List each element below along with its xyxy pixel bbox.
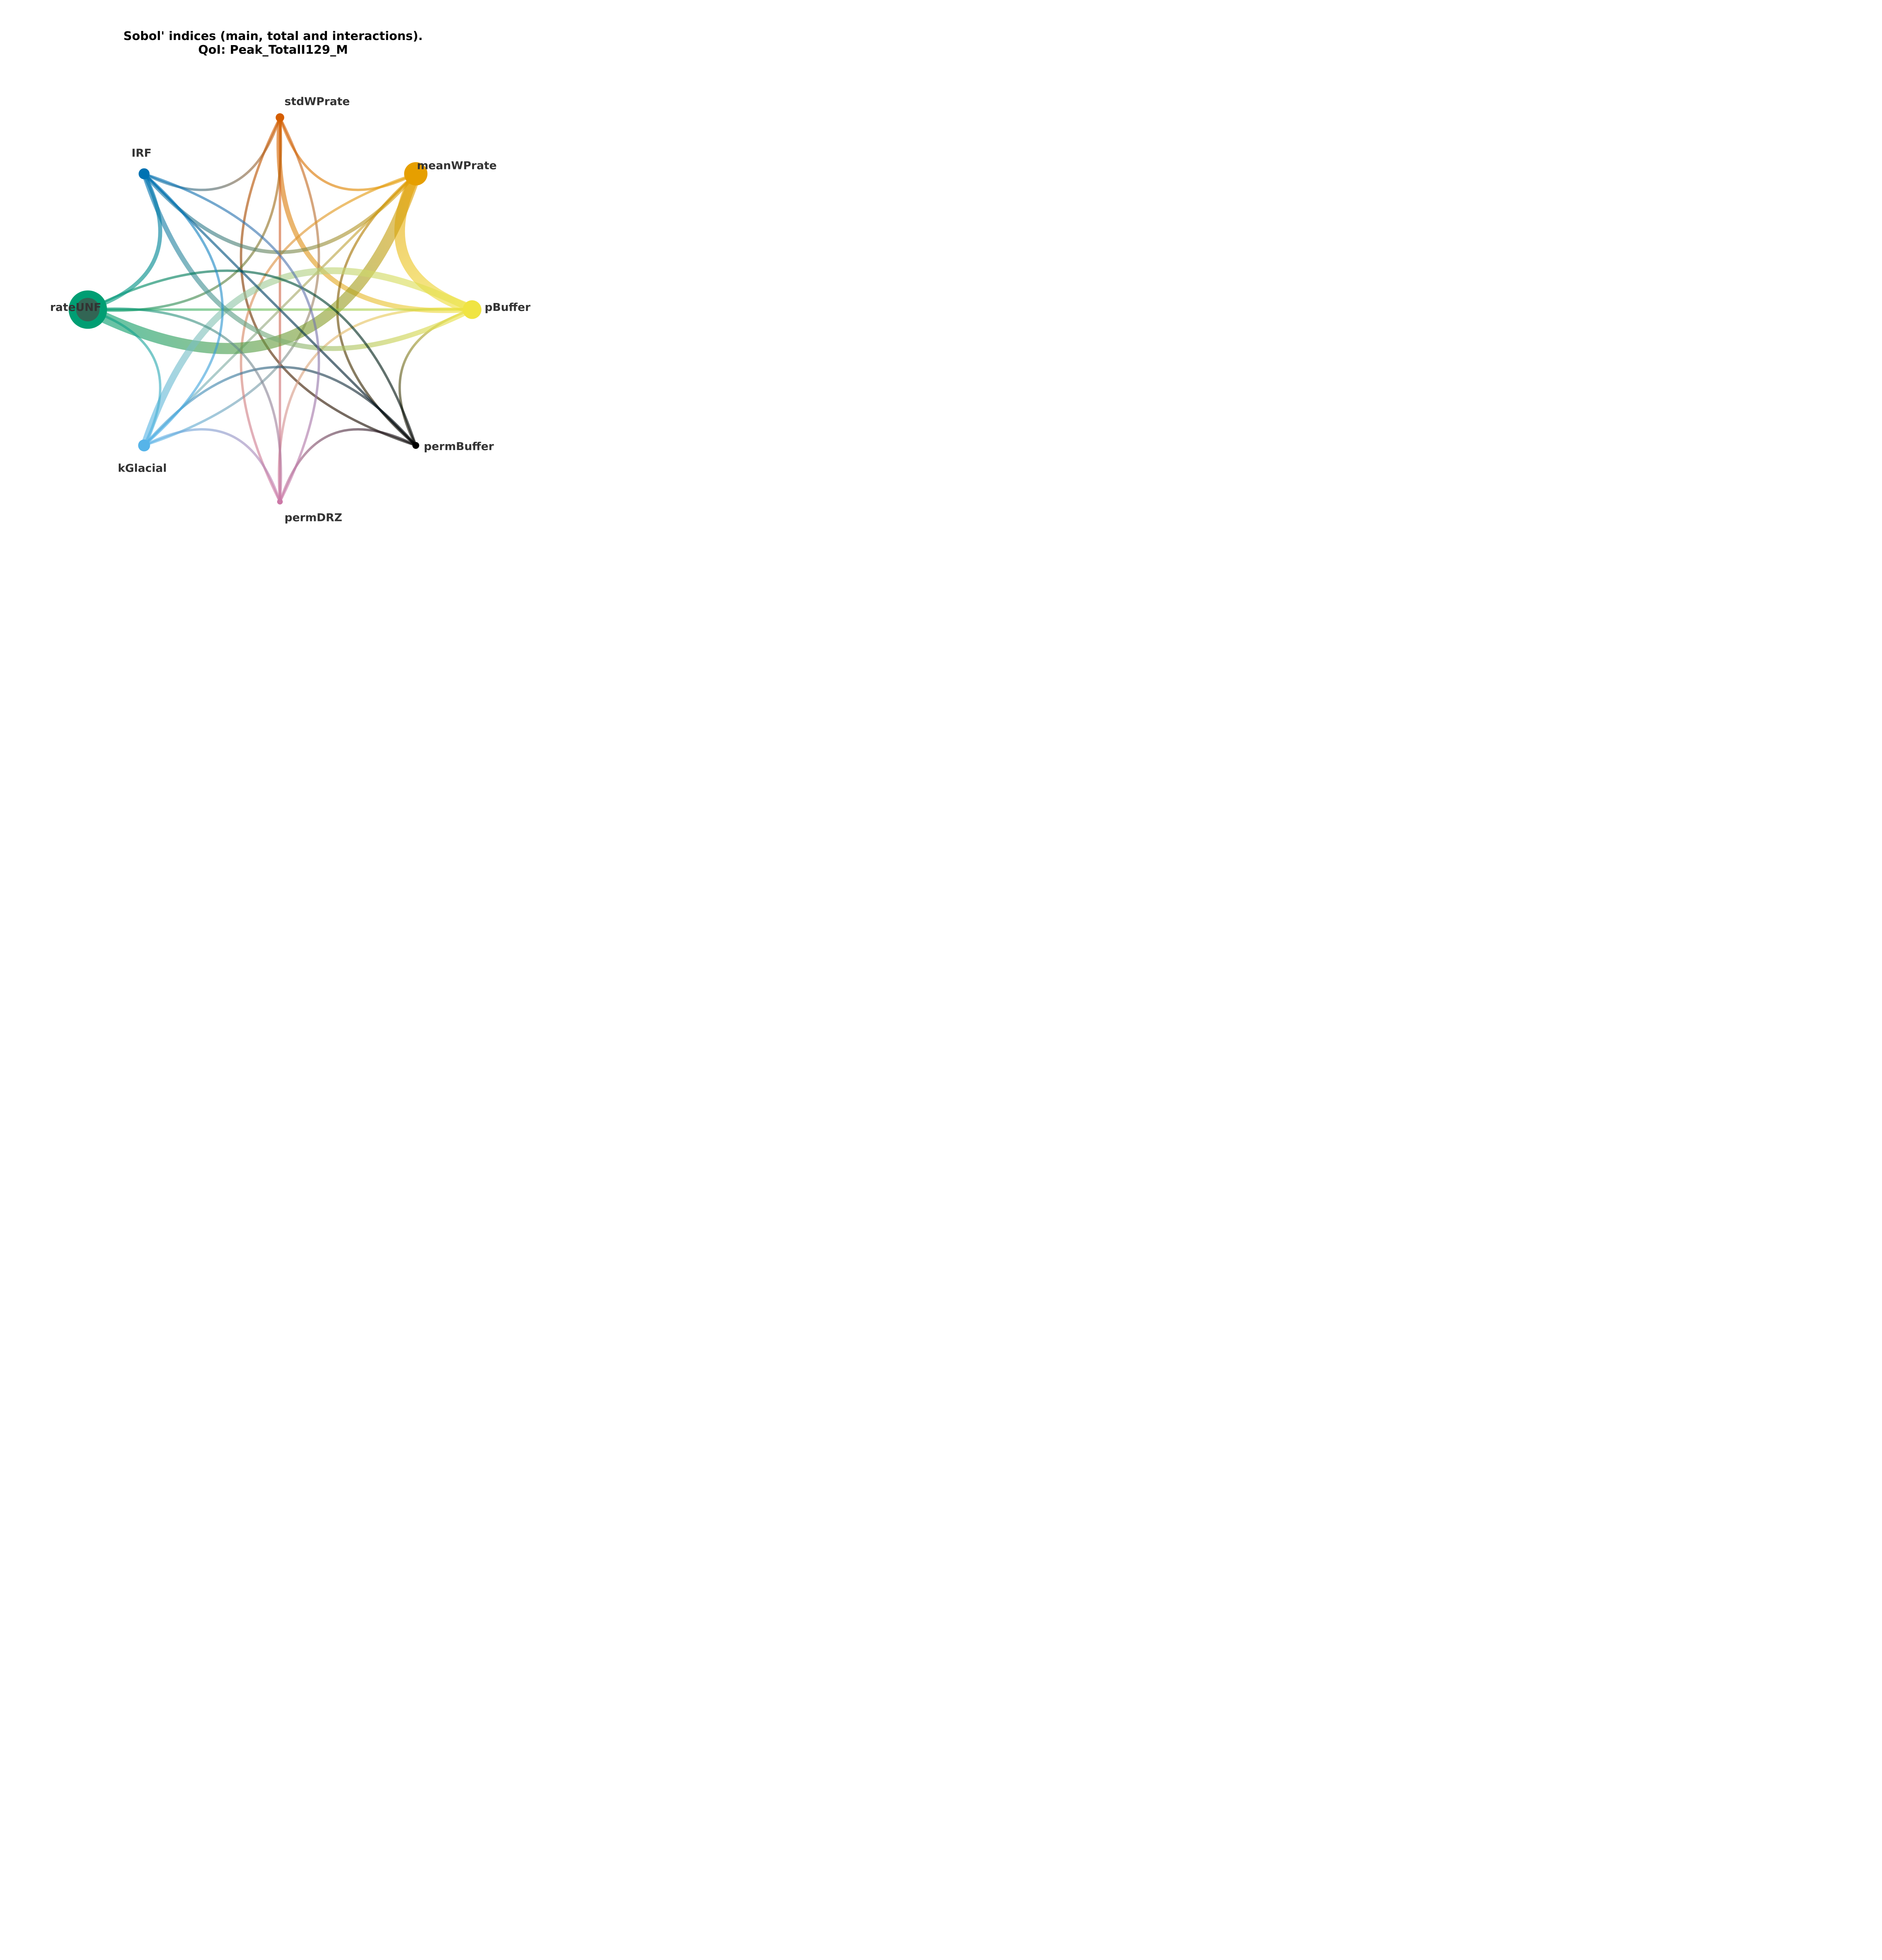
label-permDRZ: permDRZ — [285, 511, 342, 524]
variable-nodes — [69, 113, 481, 505]
node-permDRZ-total — [277, 499, 283, 505]
link-pBuffer-permBuffer — [398, 308, 474, 447]
label-pBuffer: pBuffer — [485, 301, 530, 314]
chart-title-line2: QoI: Peak_TotalI129_M — [198, 43, 348, 57]
node-IRF-total — [138, 168, 150, 180]
link-stdWPrate-permBuffer — [240, 116, 417, 447]
link-meanWPrate-rateUNF — [82, 168, 421, 354]
label-rateUNF: rateUNF — [50, 301, 101, 314]
interaction-links — [82, 115, 478, 503]
link-kGlacial-IRF — [143, 172, 224, 447]
link-permBuffer-permDRZ — [278, 428, 417, 503]
link-pBuffer-kGlacial — [140, 267, 476, 449]
sobol-chord-chart: Sobol' indices (main, total and interact… — [50, 29, 530, 524]
link-kGlacial-rateUNF — [86, 308, 162, 447]
node-rateUNF-main — [76, 298, 100, 321]
link-stdWPrate-IRF — [143, 116, 282, 191]
link-meanWPrate-permDRZ — [240, 172, 417, 503]
label-permBuffer: permBuffer — [424, 440, 494, 453]
link-permDRZ-IRF — [143, 172, 320, 503]
node-pBuffer-total — [463, 300, 481, 319]
link-stdWPrate-meanWPrate — [278, 116, 417, 191]
label-stdWPrate: stdWPrate — [285, 95, 350, 108]
link-permDRZ-rateUNF — [86, 307, 282, 503]
chart-title-line1: Sobol' indices (main, total and interact… — [124, 29, 423, 43]
label-kGlacial: kGlacial — [118, 461, 167, 474]
label-meanWPrate: meanWPrate — [417, 159, 496, 172]
link-permBuffer-rateUNF — [86, 269, 417, 447]
label-IRF: IRF — [131, 147, 151, 160]
node-kGlacial-total — [138, 439, 150, 452]
chart-container: Sobol' indices (main, total and interact… — [0, 0, 549, 617]
link-permBuffer-IRF — [143, 172, 417, 447]
link-stdWPrate-kGlacial — [143, 116, 320, 447]
link-pBuffer-IRF — [142, 171, 475, 351]
link-rateUNF-IRF — [85, 172, 162, 312]
node-permBuffer-total — [412, 442, 420, 449]
node-stdWPrate-total — [276, 113, 284, 122]
variable-labels: stdWPrate meanWPrate pBuffer permBuffer perm… — [50, 95, 530, 524]
node-meanWPrate-total — [404, 162, 428, 186]
link-permDRZ-kGlacial — [143, 428, 282, 503]
